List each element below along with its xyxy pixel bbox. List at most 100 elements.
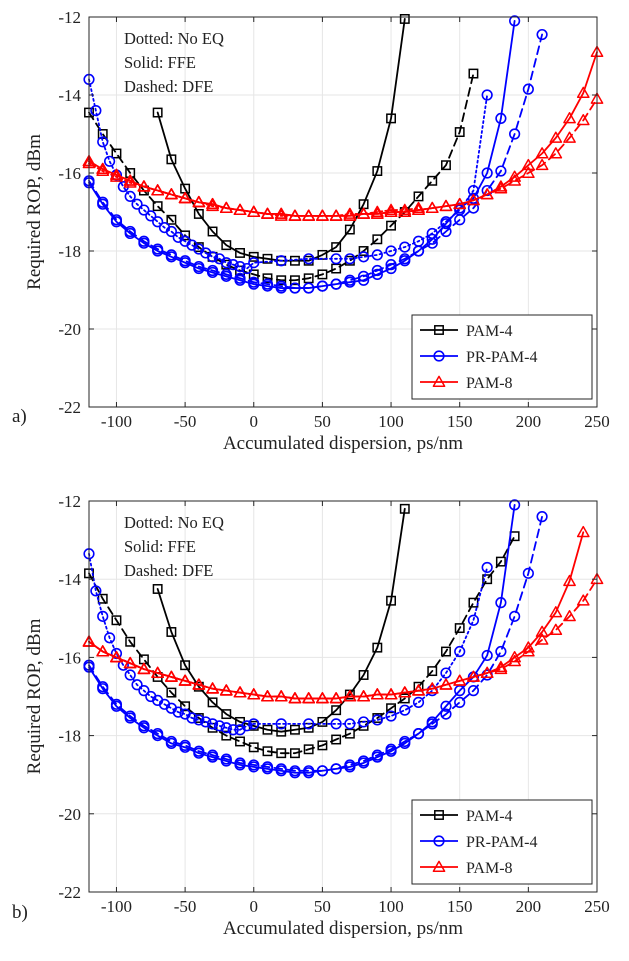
marker-square-c1-s0-p2 bbox=[180, 660, 191, 671]
marker-triangle-c1-s7-p18 bbox=[329, 692, 343, 704]
marker-circle-c1-s2-p21 bbox=[227, 724, 239, 736]
marker-circle-c1-s2-p38 bbox=[481, 561, 493, 574]
annotation-1-1: Solid: FFE bbox=[124, 537, 196, 556]
marker-square-c1-s0-p0 bbox=[152, 584, 163, 594]
marker-square-c0-s1-p22 bbox=[386, 220, 397, 231]
marker-square-c0-s1-p14 bbox=[276, 275, 287, 286]
marker-square-c0-s1-p20 bbox=[358, 246, 369, 256]
marker-circle-c0-s4-p3 bbox=[124, 225, 136, 238]
xtick-label-0-5: 150 bbox=[447, 412, 473, 431]
marker-circle-c0-s4-p11 bbox=[234, 272, 246, 284]
marker-circle-c0-s2-p32 bbox=[399, 241, 411, 253]
marker-triangle-c0-s7-p23 bbox=[398, 205, 412, 217]
marker-circle-c0-s3-p31 bbox=[509, 15, 521, 27]
xtick-label-1-3: 50 bbox=[314, 897, 331, 916]
marker-circle-c0-s2-p31 bbox=[385, 245, 397, 257]
marker-square-c1-s0-p12 bbox=[317, 716, 328, 727]
xtick-label-1-2: 0 bbox=[250, 897, 259, 916]
marker-circle-c1-s2-p33 bbox=[412, 696, 425, 708]
marker-circle-c1-s2-p3 bbox=[103, 632, 116, 644]
axes-box-1 bbox=[88, 500, 598, 893]
marker-circle-c1-s4-p30 bbox=[495, 645, 507, 658]
marker-circle-c0-s2-p24 bbox=[248, 257, 260, 269]
marker-triangle-c1-s7-p4 bbox=[137, 662, 151, 675]
marker-circle-c1-s4-p25 bbox=[426, 718, 438, 730]
marker-square-c1-s0-p5 bbox=[221, 709, 232, 720]
marker-triangle-c0-s7-p35 bbox=[563, 131, 576, 143]
marker-triangle-c0-s6-p36 bbox=[576, 86, 590, 98]
marker-square-c1-s1-p2 bbox=[111, 615, 122, 626]
series-1-2 bbox=[83, 548, 493, 736]
marker-square-c1-s0-p17 bbox=[386, 595, 397, 606]
marker-square-c0-s0-p14 bbox=[344, 224, 355, 235]
marker-circle-c0-slegend-p1 bbox=[433, 350, 445, 362]
y-axis-label-0: Required ROP, dBm bbox=[24, 134, 45, 290]
marker-circle-c1-s4-p17 bbox=[316, 765, 329, 777]
marker-triangle-c0-s7-p30 bbox=[494, 182, 508, 194]
marker-circle-c1-s2-p32 bbox=[399, 704, 411, 716]
marker-square-c1-s0-p16 bbox=[372, 642, 383, 653]
marker-circle-c1-s4-p4 bbox=[138, 720, 150, 732]
marker-square-c0-s1-p15 bbox=[289, 275, 300, 286]
marker-triangle-c0-s7-p12 bbox=[247, 205, 261, 217]
marker-triangle-c0-s7-p21 bbox=[370, 207, 384, 219]
marker-triangle-c0-s7-p3 bbox=[123, 174, 137, 186]
marker-circle-c0-s3-p26 bbox=[440, 218, 452, 230]
xtick-label-0-1: -50 bbox=[174, 412, 197, 431]
marker-triangle-c0-s7-p34 bbox=[549, 147, 563, 159]
marker-triangle-c0-s7-p1 bbox=[96, 162, 110, 175]
marker-circle-c0-s4-p26 bbox=[440, 225, 452, 238]
marker-circle-c1-s3-p26 bbox=[440, 700, 452, 712]
marker-circle-c1-s4-p9 bbox=[206, 749, 219, 761]
marker-triangle-c0-s6-p35 bbox=[563, 112, 576, 124]
marker-triangle-c0-s7-p4 bbox=[137, 180, 151, 192]
xtick-label-0-4: 100 bbox=[378, 412, 404, 431]
marker-square-c1-s1-p13 bbox=[262, 746, 273, 757]
marker-circle-c1-s4-p19 bbox=[344, 759, 356, 771]
ytick-label-0-2: -18 bbox=[58, 242, 81, 261]
series-line-0-4 bbox=[88, 33, 543, 289]
marker-circle-c1-s2-p24 bbox=[248, 718, 260, 730]
marker-triangle-c0-s7-p25 bbox=[425, 201, 439, 214]
marker-circle-c1-s4-p28 bbox=[467, 685, 480, 697]
marker-circle-c1-s4-p14 bbox=[275, 763, 287, 775]
marker-circle-c1-s2-p6 bbox=[124, 669, 136, 681]
marker-triangle-c0-s5-p19 bbox=[343, 207, 357, 219]
ytick-label-0-3: -16 bbox=[58, 164, 81, 183]
ytick-label-1-4: -14 bbox=[58, 570, 81, 589]
marker-triangle-c1-slegend-p2 bbox=[432, 860, 446, 872]
marker-circle-c0-s4-p20 bbox=[357, 270, 370, 282]
ytick-label-1-5: -12 bbox=[58, 492, 81, 511]
marker-triangle-c0-s7-p13 bbox=[261, 207, 274, 219]
marker-triangle-c1-s7-p22 bbox=[384, 688, 398, 700]
marker-circle-c1-s4-p10 bbox=[220, 753, 232, 765]
marker-circle-c0-s2-p8 bbox=[138, 204, 150, 216]
marker-triangle-c1-s7-p25 bbox=[425, 682, 439, 694]
marker-triangle-c1-s7-p6 bbox=[165, 670, 178, 682]
marker-square-c1-s1-p15 bbox=[289, 748, 300, 759]
marker-triangle-c0-s7-p9 bbox=[206, 197, 219, 210]
marker-triangle-c0-s7-p18 bbox=[329, 209, 343, 221]
marker-circle-c0-s2-p20 bbox=[220, 257, 232, 269]
marker-circle-c0-s4-p31 bbox=[509, 128, 521, 140]
marker-circle-c0-s4-p19 bbox=[344, 274, 356, 286]
marker-circle-c1-s2-p1 bbox=[90, 585, 102, 597]
marker-triangle-c1-s7-p31 bbox=[508, 654, 521, 667]
marker-square-c1-s1-p12 bbox=[248, 742, 259, 753]
marker-triangle-c1-s6-p36 bbox=[576, 525, 590, 538]
marker-circle-c1-s2-p26 bbox=[303, 718, 315, 730]
series-line-0-7 bbox=[88, 98, 598, 217]
marker-circle-c1-s4-p12 bbox=[248, 759, 260, 771]
marker-triangle-c0-s6-p32 bbox=[522, 158, 535, 171]
marker-square-c1-s0-p18 bbox=[399, 503, 410, 514]
legend-label-1-0: PAM-4 bbox=[466, 808, 513, 825]
marker-circle-c1-s2-p36 bbox=[454, 645, 466, 658]
marker-circle-c0-s4-p22 bbox=[385, 259, 397, 271]
marker-circle-c1-s2-p15 bbox=[186, 712, 198, 724]
marker-square-c0-s1-p28 bbox=[468, 68, 479, 79]
marker-circle-c0-s2-p6 bbox=[124, 190, 136, 202]
marker-circle-c1-s4-p27 bbox=[454, 696, 466, 708]
marker-triangle-c0-s7-p19 bbox=[343, 209, 357, 221]
marker-triangle-c0-s7-p5 bbox=[151, 184, 164, 196]
